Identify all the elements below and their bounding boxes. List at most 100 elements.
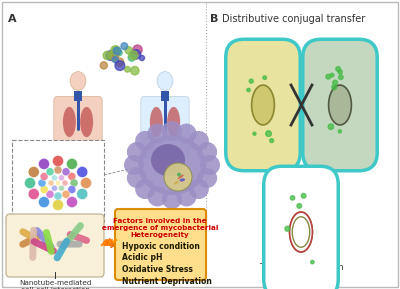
Circle shape (112, 57, 118, 63)
FancyBboxPatch shape (303, 39, 377, 171)
Circle shape (124, 155, 144, 175)
Text: Nutrient Deprivation: Nutrient Deprivation (122, 277, 212, 286)
Circle shape (68, 186, 76, 194)
Ellipse shape (290, 212, 312, 252)
Ellipse shape (70, 72, 86, 90)
Ellipse shape (292, 217, 310, 247)
Ellipse shape (178, 175, 184, 179)
Circle shape (135, 179, 155, 199)
Text: Oxidative Stress: Oxidative Stress (122, 265, 193, 274)
Circle shape (338, 75, 343, 79)
Ellipse shape (157, 72, 173, 90)
Text: Acidic pH: Acidic pH (122, 253, 162, 262)
Circle shape (326, 74, 331, 79)
Text: A: A (8, 14, 17, 24)
FancyBboxPatch shape (74, 91, 82, 101)
Circle shape (66, 158, 78, 169)
Circle shape (46, 168, 54, 176)
Polygon shape (103, 238, 112, 246)
FancyBboxPatch shape (12, 140, 104, 222)
Circle shape (332, 85, 337, 90)
Circle shape (103, 51, 111, 60)
Circle shape (330, 73, 334, 77)
Circle shape (200, 155, 220, 175)
Circle shape (124, 66, 130, 72)
Circle shape (176, 124, 196, 144)
Circle shape (285, 226, 290, 231)
Ellipse shape (151, 144, 185, 176)
Circle shape (135, 131, 155, 151)
Circle shape (77, 166, 88, 177)
Circle shape (127, 168, 147, 188)
Circle shape (148, 124, 168, 144)
Circle shape (116, 50, 122, 56)
Circle shape (189, 179, 209, 199)
Circle shape (46, 190, 54, 198)
Circle shape (66, 197, 78, 208)
Circle shape (52, 155, 64, 166)
Circle shape (80, 177, 92, 188)
Circle shape (62, 180, 68, 186)
Circle shape (70, 179, 78, 187)
Circle shape (121, 43, 128, 49)
Circle shape (263, 76, 266, 79)
Circle shape (128, 54, 135, 61)
Text: Transconjugant with
altered genome: Transconjugant with altered genome (259, 263, 343, 282)
Circle shape (266, 131, 271, 136)
Text: Distributive conjugal transfer: Distributive conjugal transfer (222, 14, 365, 24)
Ellipse shape (63, 107, 76, 137)
Text: Hypoxic condition: Hypoxic condition (122, 242, 200, 251)
Circle shape (253, 132, 256, 135)
Circle shape (107, 53, 114, 60)
Circle shape (52, 175, 58, 181)
Circle shape (77, 188, 88, 199)
Ellipse shape (177, 173, 181, 177)
Circle shape (338, 130, 342, 133)
Circle shape (333, 80, 338, 85)
Circle shape (52, 185, 58, 191)
FancyBboxPatch shape (226, 39, 300, 171)
FancyBboxPatch shape (162, 91, 169, 101)
Circle shape (38, 179, 46, 187)
Circle shape (301, 193, 306, 198)
Circle shape (62, 168, 70, 176)
Circle shape (62, 190, 70, 198)
Ellipse shape (180, 178, 185, 181)
Circle shape (197, 142, 217, 162)
FancyBboxPatch shape (115, 209, 206, 280)
Ellipse shape (252, 85, 274, 125)
Circle shape (54, 192, 62, 200)
Circle shape (28, 188, 39, 199)
Circle shape (111, 46, 120, 55)
Circle shape (311, 260, 314, 264)
Text: Factors involved in the
emergence of mycobacterial
Heterogeneity: Factors involved in the emergence of myc… (102, 218, 218, 238)
Circle shape (114, 47, 121, 55)
Circle shape (100, 62, 108, 69)
Circle shape (38, 158, 50, 169)
Circle shape (129, 51, 138, 60)
Circle shape (164, 163, 192, 191)
Circle shape (56, 181, 60, 186)
Circle shape (38, 197, 50, 208)
Circle shape (189, 131, 209, 151)
FancyBboxPatch shape (141, 97, 189, 158)
Circle shape (127, 142, 147, 162)
Circle shape (54, 166, 62, 174)
Circle shape (58, 175, 64, 181)
FancyBboxPatch shape (264, 166, 338, 289)
Circle shape (297, 204, 302, 208)
Ellipse shape (290, 212, 312, 252)
FancyBboxPatch shape (6, 214, 104, 277)
Circle shape (162, 121, 182, 141)
Ellipse shape (174, 181, 179, 185)
Circle shape (52, 199, 64, 210)
Circle shape (247, 88, 250, 92)
Circle shape (116, 58, 124, 66)
Ellipse shape (167, 107, 180, 137)
Circle shape (106, 51, 116, 60)
Circle shape (133, 45, 142, 54)
Circle shape (109, 53, 118, 61)
Ellipse shape (138, 135, 206, 195)
FancyBboxPatch shape (54, 97, 102, 158)
Circle shape (125, 47, 132, 54)
